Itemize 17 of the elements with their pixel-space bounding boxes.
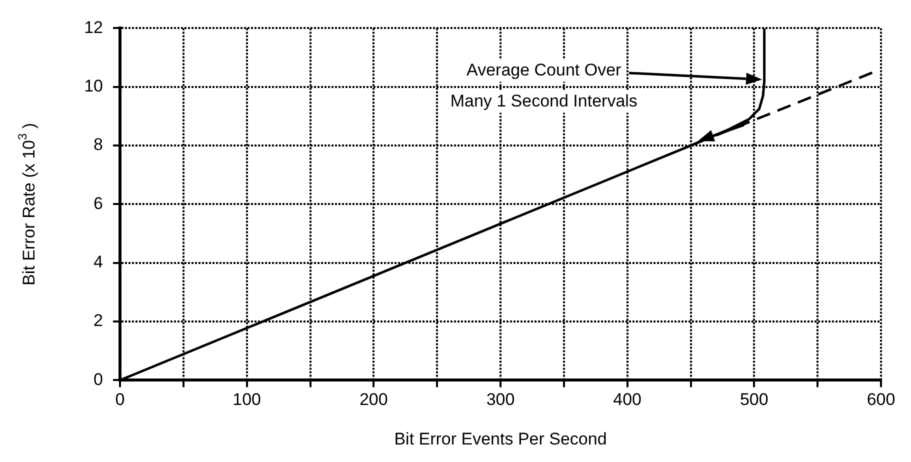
x-tick-label: 100	[232, 390, 262, 410]
x-tick-label: 300	[486, 390, 515, 410]
y-tick-label: 2	[94, 311, 103, 330]
y-tick-label: 12	[84, 18, 103, 37]
x-tick-label: 0	[115, 390, 125, 410]
x-tick-label: 500	[740, 390, 768, 410]
y-tick-label: 4	[94, 252, 103, 272]
y-tick-label: 8	[94, 135, 103, 154]
y-tick-label: 0	[94, 370, 103, 389]
x-tick-label: 400	[613, 390, 642, 410]
y-tick-label: 10	[84, 76, 103, 96]
x-axis-title: Bit Error Events Per Second	[394, 429, 607, 448]
y-tick-label: 6	[94, 194, 103, 213]
annotation: Average Count Over Many 1 Second Intervals	[450, 60, 638, 110]
y-axis-title: Bit Error Rate (x 103 )	[15, 122, 39, 286]
x-tick-label: 600	[866, 390, 896, 410]
x-tick-label: 200	[359, 390, 388, 410]
